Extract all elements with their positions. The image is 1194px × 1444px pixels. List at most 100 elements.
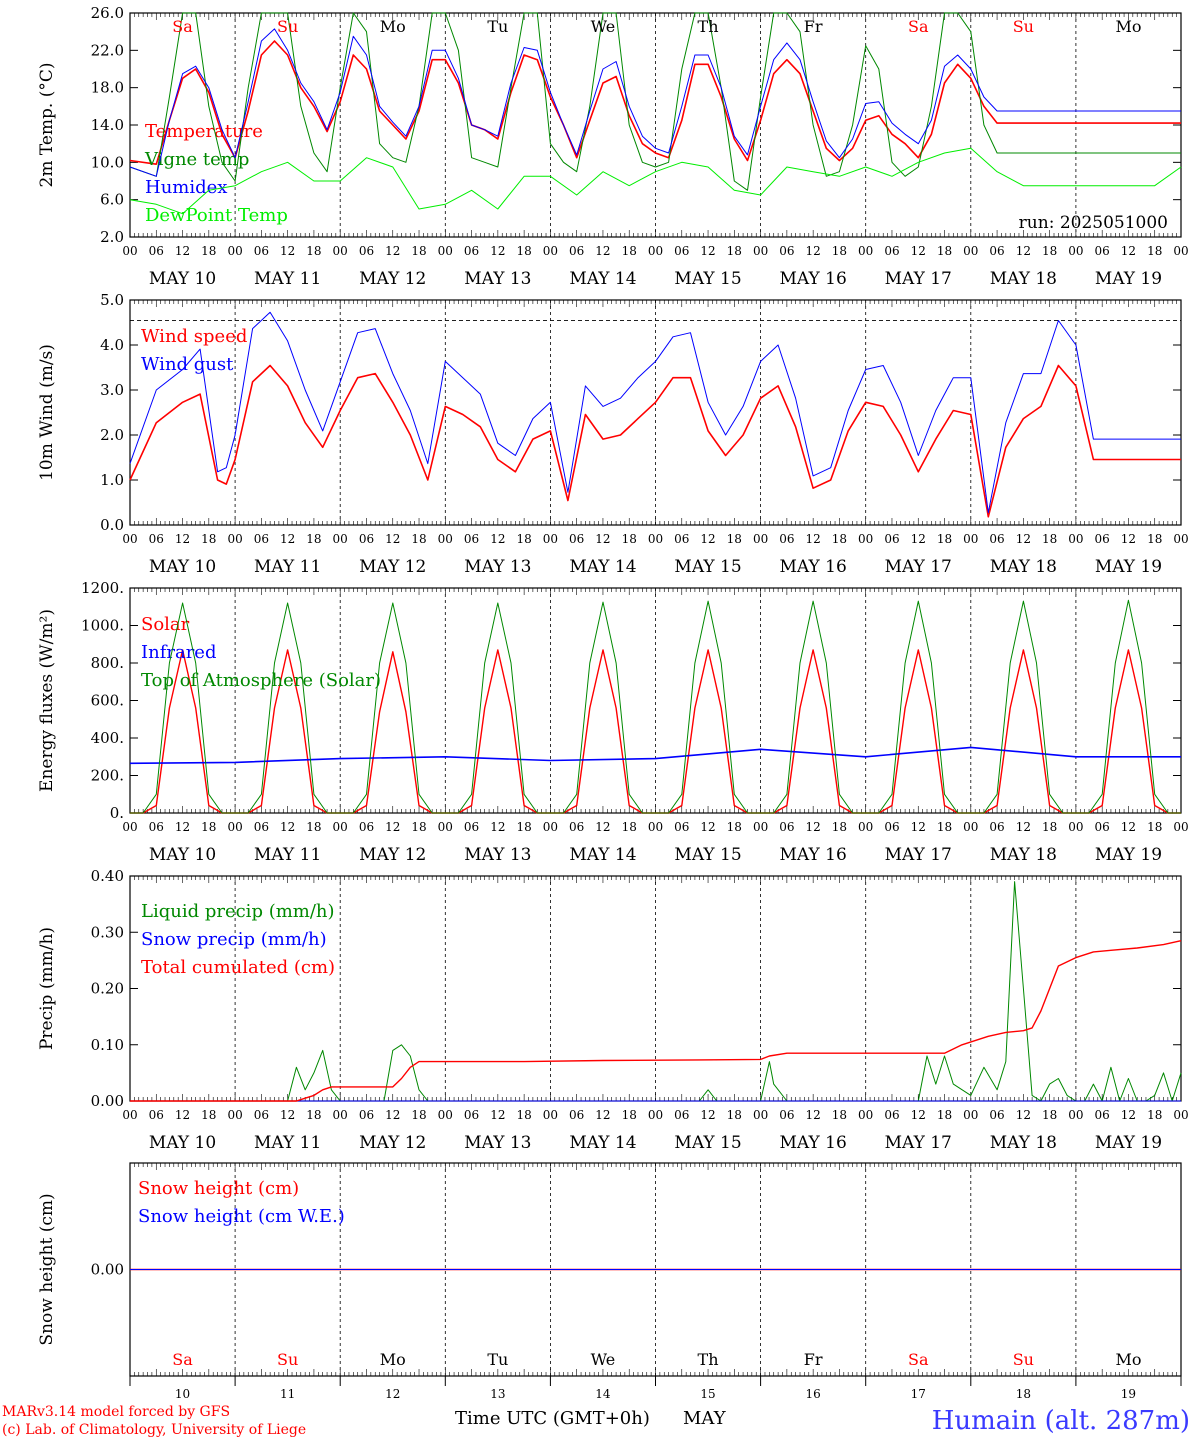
hour-tick-label: 06 bbox=[884, 820, 899, 834]
date-label: MAY 10 bbox=[149, 269, 216, 289]
hour-tick-label: 00 bbox=[122, 820, 137, 834]
date-label: MAY 19 bbox=[1095, 845, 1162, 865]
hour-tick-label: 00 bbox=[648, 532, 663, 546]
hour-tick-label: 06 bbox=[464, 244, 479, 258]
weekday-label: We bbox=[591, 1350, 616, 1369]
hour-tick-label: 00 bbox=[858, 532, 873, 546]
date-label: MAY 18 bbox=[990, 1133, 1057, 1153]
date-label: MAY 19 bbox=[1095, 1133, 1162, 1153]
y-tick-label: 400. bbox=[91, 729, 124, 747]
hour-tick-label: 06 bbox=[674, 1108, 689, 1122]
panel-wind: 0.0 1.0 2.0 3.0 4.0 5.0 10m Wind (m/s) Wind spe… bbox=[37, 291, 1189, 577]
y-axis-title: Snow height (cm) bbox=[37, 1193, 57, 1345]
hour-tick-label: 18 bbox=[622, 820, 637, 834]
y-tick-label: 1.0 bbox=[100, 471, 124, 489]
y-tick-label: 0.0 bbox=[100, 516, 124, 534]
hour-tick-label: 18 bbox=[411, 820, 426, 834]
hour-tick-label: 00 bbox=[1173, 820, 1188, 834]
date-label: MAY 11 bbox=[254, 557, 321, 577]
hour-tick-label: 18 bbox=[1042, 1108, 1057, 1122]
hour-tick-label: 06 bbox=[464, 820, 479, 834]
hour-tick-label: 06 bbox=[149, 820, 164, 834]
date-label: MAY 14 bbox=[569, 269, 636, 289]
weekday-label: Mo bbox=[380, 17, 406, 36]
date-label: MAY 10 bbox=[149, 557, 216, 577]
footer-lab: (c) Lab. of Climatology, University of L… bbox=[2, 1422, 306, 1438]
y-tick-label: 200. bbox=[91, 767, 124, 785]
weekday-label: Fr bbox=[804, 1350, 823, 1369]
hour-tick-label: 00 bbox=[1173, 244, 1188, 258]
legend-entry: Snow height (cm) bbox=[138, 1178, 299, 1199]
legend-entry: Vigne temp bbox=[144, 149, 249, 170]
hour-tick-label: 06 bbox=[359, 244, 374, 258]
hour-tick-label: 12 bbox=[175, 820, 190, 834]
hour-tick-label: 12 bbox=[175, 244, 190, 258]
hour-tick-label: 18 bbox=[201, 1108, 216, 1122]
hour-tick-label: 00 bbox=[753, 532, 768, 546]
day-number-label: 14 bbox=[595, 1387, 611, 1401]
date-label: MAY 11 bbox=[254, 1133, 321, 1153]
hour-tick-label: 00 bbox=[543, 532, 558, 546]
hour-tick-label: 00 bbox=[227, 532, 242, 546]
hour-tick-label: 12 bbox=[700, 244, 715, 258]
hour-tick-label: 12 bbox=[806, 244, 821, 258]
hour-tick-label: 06 bbox=[779, 1108, 794, 1122]
hour-tick-label: 00 bbox=[1068, 532, 1083, 546]
y-tick-label: 10.0 bbox=[91, 153, 124, 171]
date-label: MAY 15 bbox=[674, 1133, 741, 1153]
hour-tick-label: 00 bbox=[1173, 532, 1188, 546]
hour-tick-label: 12 bbox=[490, 244, 505, 258]
legend-entry: Infrared bbox=[141, 642, 216, 663]
hour-tick-label: 18 bbox=[622, 532, 637, 546]
hour-tick-label: 06 bbox=[884, 244, 899, 258]
hour-tick-label: 12 bbox=[806, 532, 821, 546]
hour-tick-label: 18 bbox=[306, 820, 321, 834]
day-number-label: 13 bbox=[490, 1387, 505, 1401]
y-tick-label: 18.0 bbox=[91, 79, 124, 97]
weekday-label: Tu bbox=[487, 1350, 508, 1369]
day-number-label: 16 bbox=[806, 1387, 821, 1401]
hour-tick-label: 18 bbox=[727, 1108, 742, 1122]
series-line-energy-2 bbox=[130, 599, 1181, 814]
hour-tick-label: 12 bbox=[280, 820, 295, 834]
footer-model: MARv3.14 model forced by GFS bbox=[2, 1404, 230, 1420]
date-label: MAY 14 bbox=[569, 557, 636, 577]
hour-tick-label: 12 bbox=[1016, 244, 1031, 258]
hour-tick-label: 18 bbox=[306, 532, 321, 546]
hour-tick-label: 06 bbox=[1095, 244, 1110, 258]
hour-tick-label: 12 bbox=[490, 1108, 505, 1122]
hour-tick-label: 06 bbox=[149, 244, 164, 258]
date-label: MAY 11 bbox=[254, 269, 321, 289]
hour-tick-label: 06 bbox=[989, 1108, 1004, 1122]
weekday-label: Fr bbox=[804, 17, 823, 36]
legend-entry: Top of Atmosphere (Solar) bbox=[141, 670, 381, 691]
hour-tick-label: 06 bbox=[989, 820, 1004, 834]
day-number-label: 12 bbox=[385, 1387, 400, 1401]
hour-tick-label: 18 bbox=[306, 1108, 321, 1122]
weekday-label: Su bbox=[277, 17, 298, 36]
hour-tick-label: 12 bbox=[700, 820, 715, 834]
hour-tick-label: 06 bbox=[359, 532, 374, 546]
y-axis-title: 2m Temp. (°C) bbox=[37, 62, 57, 187]
hour-tick-label: 18 bbox=[622, 1108, 637, 1122]
y-axis-title: Energy fluxes (W/m²) bbox=[37, 609, 57, 792]
weekday-label: Th bbox=[698, 1350, 719, 1369]
y-tick-label: 800. bbox=[91, 654, 124, 672]
hour-tick-label: 06 bbox=[779, 244, 794, 258]
hour-tick-label: 18 bbox=[832, 820, 847, 834]
hour-tick-label: 06 bbox=[1095, 1108, 1110, 1122]
hour-tick-label: 06 bbox=[779, 532, 794, 546]
hour-tick-label: 06 bbox=[254, 820, 269, 834]
panel-energy: 0. 200. 400. 600. 800. 1000. 1200. Energy fluxe… bbox=[37, 579, 1189, 865]
weekday-label: Sa bbox=[172, 1350, 193, 1369]
y-tick-label: 22.0 bbox=[91, 41, 124, 59]
hour-tick-label: 18 bbox=[1042, 244, 1057, 258]
hour-tick-label: 06 bbox=[569, 1108, 584, 1122]
y-tick-label: 2.0 bbox=[100, 426, 124, 444]
hour-tick-label: 18 bbox=[516, 1108, 531, 1122]
hour-tick-label: 00 bbox=[333, 820, 348, 834]
hour-tick-label: 00 bbox=[122, 1108, 137, 1122]
day-number-label: 17 bbox=[911, 1387, 926, 1401]
